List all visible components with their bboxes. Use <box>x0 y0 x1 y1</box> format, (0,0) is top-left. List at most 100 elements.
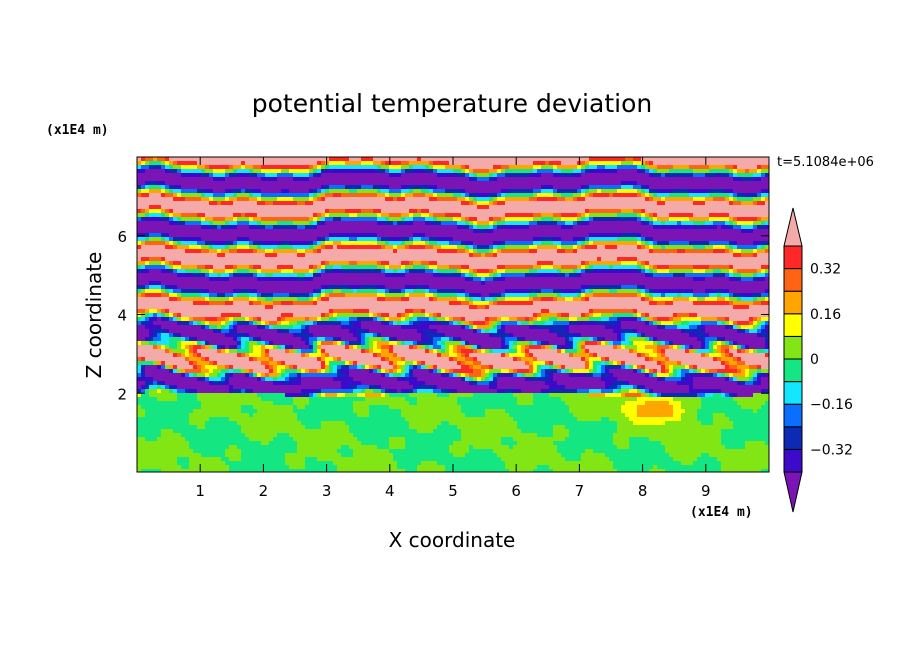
field-cell <box>421 309 426 314</box>
field-cell <box>509 445 514 450</box>
field-cell <box>325 269 334 274</box>
field-cell <box>513 445 558 450</box>
field-cell <box>309 317 318 322</box>
field-cell <box>533 469 554 472</box>
field-cell <box>689 369 694 374</box>
field-cell <box>433 389 442 394</box>
field-cell <box>637 289 642 294</box>
x-tick-label: 1 <box>195 482 205 500</box>
field-cell <box>557 365 562 370</box>
field-cell <box>381 165 390 170</box>
field-cell <box>729 377 734 382</box>
field-cell <box>341 241 378 246</box>
field-cell <box>145 157 154 162</box>
field-cell <box>581 357 586 362</box>
field-cell <box>233 189 242 194</box>
field-cell <box>749 373 754 378</box>
field-cell <box>385 289 390 294</box>
field-cell <box>161 381 166 386</box>
field-cell <box>249 221 258 226</box>
field-cell <box>509 373 514 378</box>
field-cell <box>365 341 370 346</box>
field-cell <box>601 313 614 318</box>
field-cell <box>681 413 698 418</box>
field-cell <box>437 369 442 374</box>
field-cell <box>469 381 474 386</box>
field-cell <box>749 193 758 198</box>
colorbar-swatch <box>783 448 803 473</box>
field-cell <box>281 241 290 246</box>
field-cell <box>437 269 458 274</box>
field-cell <box>229 349 238 354</box>
field-cell <box>669 213 694 218</box>
field-cell <box>337 373 346 378</box>
field-cell <box>181 465 190 470</box>
field-cell <box>585 349 590 354</box>
field-cell <box>349 189 358 194</box>
field-cell <box>577 217 582 222</box>
field-cell <box>717 349 722 354</box>
field-cell <box>621 285 638 290</box>
field-cell <box>325 313 330 318</box>
field-cell <box>741 273 754 278</box>
field-cell <box>237 249 254 254</box>
field-cell <box>289 349 294 354</box>
field-cell <box>645 209 769 214</box>
field-cell <box>317 301 450 306</box>
field-cell <box>229 417 298 422</box>
field-cell <box>361 321 382 326</box>
field-cell <box>285 461 306 466</box>
field-cell <box>737 321 750 326</box>
field-cell <box>705 201 730 206</box>
field-cell <box>229 325 234 330</box>
field-cell <box>501 345 506 350</box>
field-cell <box>649 337 654 342</box>
field-cell <box>289 465 306 470</box>
field-cell <box>645 269 650 274</box>
field-cell <box>429 241 438 246</box>
field-cell <box>589 165 598 170</box>
field-cell <box>653 341 658 346</box>
field-cell <box>561 269 574 274</box>
field-cell <box>633 157 642 162</box>
field-cell <box>385 273 406 278</box>
field-cell <box>257 277 298 282</box>
field-cell <box>173 385 178 390</box>
field-cell <box>737 377 750 382</box>
field-cell <box>569 273 578 278</box>
field-cell <box>561 453 582 458</box>
field-cell <box>597 369 602 374</box>
field-cell <box>361 349 366 354</box>
field-cell <box>693 365 698 370</box>
field-cell <box>357 237 378 242</box>
field-cell <box>641 285 646 290</box>
field-cell <box>253 273 258 278</box>
field-cell <box>733 241 738 246</box>
field-cell <box>169 349 174 354</box>
field-cell <box>765 337 769 342</box>
field-cell <box>401 373 406 378</box>
field-cell <box>433 349 438 354</box>
field-cell <box>669 369 674 374</box>
field-cell <box>589 241 594 246</box>
field-cell <box>657 321 662 326</box>
field-cell <box>745 445 769 450</box>
field-cell <box>301 349 314 354</box>
field-cell <box>141 341 150 346</box>
field-cell <box>537 341 542 346</box>
field-cell <box>481 297 486 302</box>
field-cell <box>641 213 646 218</box>
field-cell <box>485 305 490 310</box>
field-cell <box>533 313 538 318</box>
field-cell <box>149 313 154 318</box>
field-cell <box>357 213 378 218</box>
field-cell <box>137 389 142 394</box>
field-cell <box>649 221 654 226</box>
field-cell <box>317 245 322 250</box>
field-cell <box>145 325 162 330</box>
field-cell <box>613 329 622 334</box>
field-cell <box>497 225 502 230</box>
field-cell <box>705 289 718 294</box>
field-cell <box>197 337 234 342</box>
field-cell <box>733 173 738 178</box>
